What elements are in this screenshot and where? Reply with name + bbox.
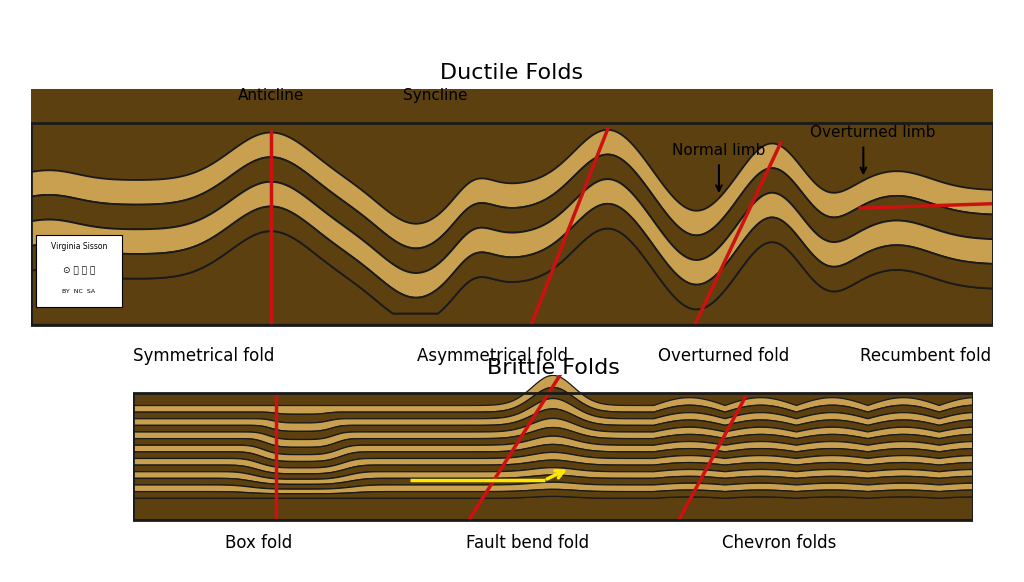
- Text: BY  NC  SA: BY NC SA: [62, 289, 95, 293]
- Bar: [36, 235, 122, 307]
- Polygon shape: [31, 204, 993, 314]
- Polygon shape: [133, 436, 973, 462]
- Polygon shape: [133, 460, 973, 479]
- Text: Anticline: Anticline: [239, 88, 304, 103]
- Polygon shape: [31, 90, 993, 325]
- Polygon shape: [133, 496, 973, 520]
- Polygon shape: [133, 452, 973, 474]
- Text: Box fold: Box fold: [225, 534, 293, 552]
- Polygon shape: [31, 229, 993, 325]
- Text: Ductile Folds: Ductile Folds: [440, 63, 584, 83]
- Text: Virginia Sisson: Virginia Sisson: [50, 242, 108, 251]
- Polygon shape: [133, 445, 973, 468]
- Text: Overturned limb: Overturned limb: [810, 125, 936, 140]
- Text: Fault bend fold: Fault bend fold: [466, 534, 590, 552]
- Polygon shape: [133, 489, 973, 498]
- Polygon shape: [133, 468, 973, 484]
- Text: Normal limb: Normal limb: [673, 143, 766, 158]
- Text: Overturned fold: Overturned fold: [658, 347, 790, 365]
- Polygon shape: [31, 155, 993, 273]
- Polygon shape: [31, 179, 993, 298]
- Text: Symmetrical fold: Symmetrical fold: [133, 347, 274, 365]
- Polygon shape: [133, 475, 973, 489]
- Polygon shape: [133, 388, 973, 423]
- Text: Recumbent fold: Recumbent fold: [860, 347, 991, 365]
- Text: Asymmetrical fold: Asymmetrical fold: [417, 347, 568, 365]
- Polygon shape: [133, 418, 973, 448]
- Polygon shape: [133, 409, 973, 439]
- Polygon shape: [133, 428, 973, 455]
- Polygon shape: [133, 399, 973, 431]
- Text: ⊙ ⓘ ⓢ ⓜ: ⊙ ⓘ ⓢ ⓜ: [62, 267, 95, 275]
- Polygon shape: [133, 482, 973, 494]
- Polygon shape: [133, 393, 973, 520]
- Polygon shape: [31, 130, 993, 249]
- Polygon shape: [133, 375, 973, 414]
- Text: Syncline: Syncline: [402, 88, 467, 103]
- Text: Chevron folds: Chevron folds: [723, 534, 837, 552]
- Text: Brittle Folds: Brittle Folds: [486, 358, 620, 378]
